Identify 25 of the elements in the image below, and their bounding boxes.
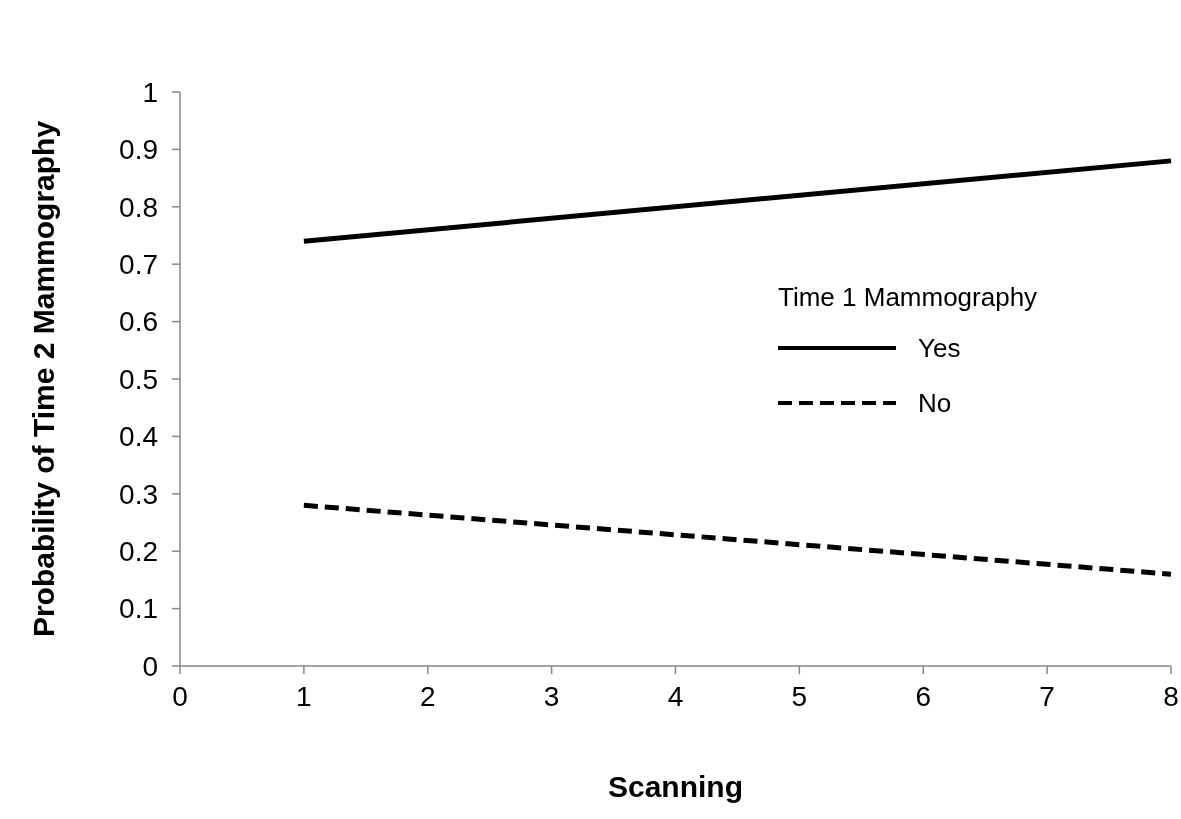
y-tick-label: 0.5	[119, 363, 158, 395]
legend-label: Yes	[918, 333, 961, 364]
x-tick-label: 0	[172, 681, 188, 712]
y-tick-label: 0.8	[119, 191, 158, 223]
y-tick-label: 0	[142, 650, 158, 682]
x-axis-title: Scanning	[607, 770, 744, 803]
x-tick-label: 1	[296, 681, 312, 712]
x-tick-label: 4	[667, 681, 684, 712]
y-tick-label: 0.6	[119, 306, 158, 338]
x-tick-label: 6	[915, 681, 932, 712]
y-tick-label: 1	[142, 76, 158, 108]
x-tick-label: 3	[543, 681, 560, 712]
x-tick-label: 5	[791, 681, 808, 712]
y-tick-label: 0.3	[119, 478, 158, 510]
x-tick-label: 8	[1163, 681, 1179, 712]
legend-title: Time 1 Mammography	[778, 282, 1038, 312]
x-tick-label: 7	[1039, 681, 1055, 712]
y-tick-label: 0.1	[119, 593, 158, 625]
legend-label: No	[918, 388, 952, 419]
x-tick-label: 2	[419, 681, 436, 712]
y-axis-title: Probability of Time 2 Mammography	[27, 120, 60, 638]
y-tick-label: 0.4	[119, 421, 158, 453]
y-tick-label: 0.7	[119, 249, 158, 280]
y-tick-label: 0.9	[119, 134, 158, 166]
y-tick-label: 0.2	[119, 536, 158, 567]
